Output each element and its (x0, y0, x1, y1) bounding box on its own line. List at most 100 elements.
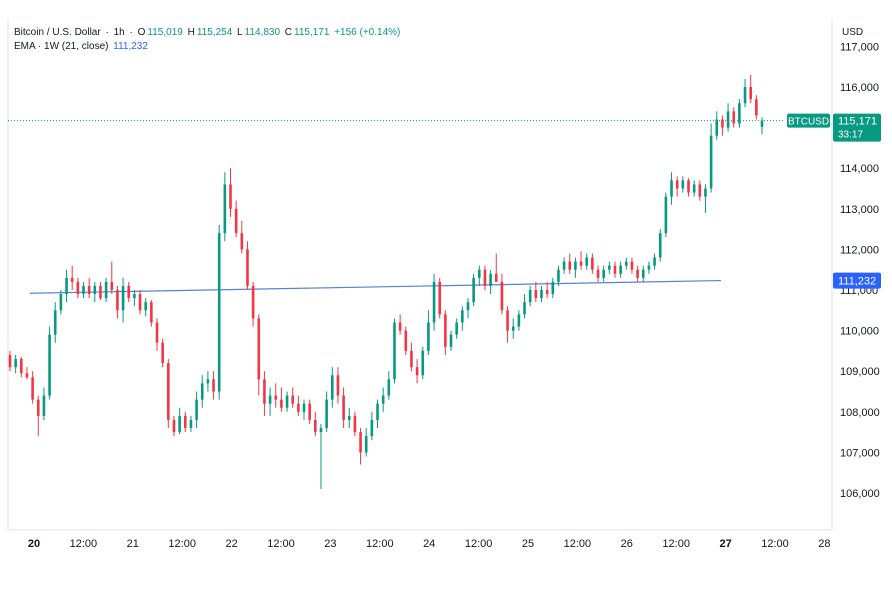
candle-up (319, 423, 323, 489)
candle-down (613, 261, 617, 278)
candle-body (523, 302, 526, 315)
candle-body (687, 180, 690, 193)
candle-body (449, 334, 453, 347)
candle-body (613, 265, 617, 274)
time-tick-label: 23 (324, 538, 336, 550)
candle-up (760, 117, 764, 135)
symbol-title[interactable]: Bitcoin / U.S. Dollar (14, 27, 101, 38)
candle-body (195, 399, 198, 420)
candle-body (347, 415, 351, 420)
ema-label[interactable]: EMA · 1W (21, close) (14, 41, 109, 52)
candle-up (557, 265, 560, 286)
candle-up (206, 371, 210, 392)
candle-body (415, 367, 419, 376)
candle-down (494, 253, 498, 282)
candle-up (472, 273, 475, 307)
candle-down (161, 338, 164, 368)
candle-down (336, 367, 340, 404)
currency-unit[interactable]: USD (842, 27, 864, 38)
ema-line[interactable] (29, 279, 722, 294)
candle-body (557, 269, 560, 282)
close-value: 115,171 (294, 27, 330, 38)
candle-body (229, 184, 232, 209)
candle-body (76, 281, 80, 295)
price-tag-value: 115,171 (838, 116, 877, 128)
candle-body (562, 261, 566, 270)
candle-body (534, 290, 538, 299)
candle-body (48, 334, 51, 396)
candle-up (528, 285, 532, 307)
candle-body (698, 184, 702, 197)
time-axis[interactable]: 20 12:00 21 12:00 22 12:00 23 12:00 24 12:00 25 12:… (28, 538, 831, 550)
change-value: +156 (+0.14%) (334, 27, 401, 38)
candle-up (523, 294, 526, 319)
candle-body (528, 290, 532, 303)
candle-down (732, 107, 736, 128)
ema-value-tag[interactable]: 111,232 (833, 272, 881, 289)
candle-body (551, 281, 555, 295)
low-label: L (237, 27, 243, 38)
candle-up (330, 367, 334, 408)
candle-body (280, 399, 283, 408)
candle-up (42, 387, 46, 420)
candle-body (370, 419, 374, 437)
price-tick-label: 113,000 (840, 204, 879, 216)
candle-body (738, 103, 741, 124)
candle-up (59, 290, 63, 315)
candle-body (387, 379, 391, 396)
candle-body (268, 395, 272, 404)
price-axis[interactable]: 117,000116,000114,000113,000112,000111,0… (840, 41, 880, 500)
candle-down (155, 318, 159, 351)
candle-body (444, 314, 447, 347)
candle-up (223, 172, 227, 242)
candle-body (240, 233, 244, 250)
candle-body (263, 379, 266, 404)
candle-up (93, 281, 97, 303)
time-tick-label: 28 (818, 538, 830, 550)
candle-down (212, 371, 215, 400)
candle-up (449, 330, 453, 351)
time-tick-label: 20 (28, 538, 40, 550)
candle-down (749, 74, 752, 104)
interval-label[interactable]: 1h (113, 27, 125, 38)
candle-down (591, 253, 594, 274)
time-tick-label: 25 (522, 538, 534, 550)
candle-up (726, 103, 730, 132)
candle-down (755, 95, 758, 120)
candle-body (494, 273, 498, 282)
candle-body (364, 436, 368, 453)
price-tick-label: 117,000 (840, 41, 879, 53)
candle-down (240, 220, 244, 254)
candle-body (330, 375, 334, 400)
candle-body (14, 359, 17, 368)
candle-body (121, 285, 125, 311)
candle-body (206, 379, 210, 384)
candle-down (291, 387, 295, 408)
candle-up (302, 399, 306, 420)
candle-down (444, 310, 447, 355)
candle-up (189, 415, 193, 433)
time-tick-label: 12:00 (761, 538, 789, 550)
candle-body (630, 261, 634, 270)
candle-body (477, 269, 481, 278)
candle-body (59, 294, 63, 311)
candle-body (342, 395, 345, 420)
time-tick-label: 24 (423, 538, 435, 550)
candle-body (500, 281, 504, 311)
last-price-tag[interactable]: BTCUSD 115,171 33:17 (787, 113, 881, 142)
candle-body (223, 184, 227, 234)
candle-body (625, 261, 628, 266)
candle-body (104, 281, 108, 299)
candle-down (110, 261, 114, 295)
candle-down (234, 200, 238, 238)
candle-up (511, 318, 515, 339)
candle-up (743, 78, 747, 108)
candle-body (658, 233, 662, 258)
candle-body (25, 373, 29, 378)
candle-down (150, 300, 153, 327)
candle-body (167, 363, 170, 420)
candle-body (545, 290, 549, 295)
candle-body (455, 322, 458, 335)
